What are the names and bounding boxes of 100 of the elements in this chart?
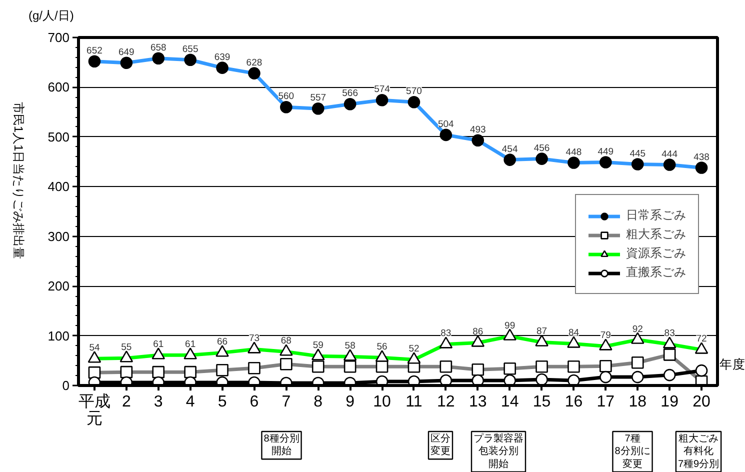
- point: [280, 358, 292, 370]
- point: [567, 336, 580, 348]
- data-label: 66: [216, 336, 228, 348]
- point: [631, 158, 644, 170]
- data-label: 58: [344, 340, 356, 352]
- x-tick-label: 10: [373, 394, 392, 410]
- point: [630, 332, 644, 344]
- x-tick-label: 6: [250, 394, 259, 410]
- text: プラ製容器包装分別開始: [474, 432, 524, 470]
- data-label: 72: [696, 334, 707, 345]
- x-tick-label: 17: [596, 394, 615, 410]
- data-label: 54: [89, 342, 100, 354]
- x-tick-label: 11: [406, 394, 422, 410]
- x-tick-label: 18: [628, 394, 647, 410]
- point: [408, 375, 420, 386]
- point: [184, 348, 197, 360]
- point: [663, 158, 676, 171]
- point: [631, 356, 644, 369]
- point: [663, 368, 676, 382]
- point: [631, 370, 644, 384]
- data-label: 444: [662, 148, 678, 160]
- data-label: 438: [694, 152, 710, 163]
- point: [695, 162, 708, 174]
- data-label: 448: [566, 146, 582, 158]
- point: [152, 366, 165, 378]
- data-label: 83: [440, 328, 452, 340]
- point: [344, 98, 356, 110]
- point: [504, 362, 516, 375]
- point: [471, 335, 485, 347]
- point: [472, 374, 484, 386]
- point: [568, 156, 580, 169]
- data-label: 456: [534, 142, 550, 154]
- point: [536, 373, 548, 386]
- data-label: 87: [536, 326, 548, 338]
- data-label: 79: [600, 330, 611, 342]
- point: [248, 362, 260, 374]
- point: [344, 360, 356, 373]
- x-tick-label: 19: [660, 394, 679, 410]
- text: 粗大ごみ有料化7種9分別: [678, 432, 720, 470]
- legend-label: 日常系ごみ: [626, 207, 686, 224]
- point: [568, 360, 580, 373]
- legend-label: 資源系ごみ: [626, 245, 686, 262]
- point: [248, 342, 261, 354]
- point: [248, 67, 260, 80]
- x-tick-label: 4: [186, 394, 195, 410]
- data-label: 655: [182, 44, 198, 55]
- x-tick-label: 2: [122, 394, 131, 410]
- data-label: 560: [278, 91, 294, 102]
- x-tick-label: 7: [282, 394, 291, 410]
- point: [312, 360, 324, 373]
- point: [663, 348, 676, 361]
- data-label: 504: [438, 118, 454, 130]
- point: [439, 336, 453, 348]
- point: [184, 366, 196, 378]
- point: [88, 351, 102, 363]
- point: [312, 102, 324, 115]
- point: [472, 363, 484, 376]
- point: [662, 336, 676, 348]
- point: [216, 364, 228, 376]
- data-label: 449: [598, 146, 614, 158]
- point: [120, 350, 134, 362]
- y-axis-title: 市民1人1日当たりごみ排出量: [12, 102, 26, 260]
- point: [216, 345, 229, 357]
- point: [152, 52, 165, 65]
- data-label: 628: [246, 57, 262, 68]
- text: 8種分別開始: [264, 432, 300, 458]
- data-label: 56: [376, 342, 388, 353]
- point: [343, 349, 357, 361]
- data-label: 639: [214, 52, 230, 63]
- point: [120, 366, 133, 378]
- point: [600, 156, 612, 168]
- point: [535, 334, 548, 346]
- point: [472, 134, 484, 147]
- x-tick-label: 12: [437, 394, 455, 410]
- point: [375, 350, 389, 362]
- x-tick-label: 5: [218, 394, 227, 410]
- legend-label: 直搬系ごみ: [626, 264, 686, 281]
- y-tick-label: 400: [48, 179, 70, 194]
- point: [504, 374, 516, 386]
- point: [280, 344, 293, 356]
- x-tick-label: 20: [692, 394, 711, 410]
- data-label: 68: [280, 336, 292, 347]
- point: [694, 342, 708, 354]
- point: [311, 348, 325, 360]
- data-label: 658: [150, 42, 166, 54]
- text: (g/人/日): [28, 8, 74, 22]
- point: [216, 62, 228, 74]
- y-tick-label: 700: [48, 30, 70, 45]
- point: [408, 96, 420, 108]
- point: [503, 328, 516, 340]
- point: [376, 94, 388, 106]
- point: [88, 55, 101, 68]
- x-axis-title: 年度: [720, 356, 745, 372]
- point: [120, 56, 133, 69]
- x-tick-label: 平成元: [78, 392, 110, 428]
- text: 7種8分別に変更: [614, 434, 650, 470]
- y-tick-label: 0: [62, 378, 70, 393]
- point: [407, 352, 421, 364]
- point: [440, 374, 452, 386]
- point: [152, 348, 166, 360]
